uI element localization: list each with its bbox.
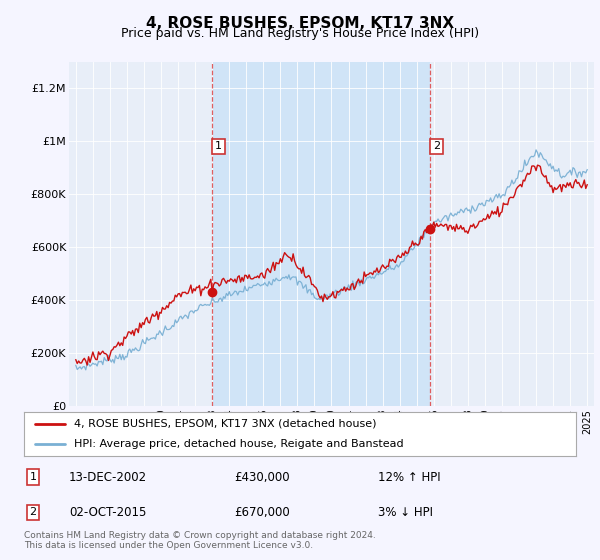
Text: 4, ROSE BUSHES, EPSOM, KT17 3NX: 4, ROSE BUSHES, EPSOM, KT17 3NX xyxy=(146,16,454,31)
Text: 4, ROSE BUSHES, EPSOM, KT17 3NX (detached house): 4, ROSE BUSHES, EPSOM, KT17 3NX (detache… xyxy=(74,419,376,429)
Text: 02-OCT-2015: 02-OCT-2015 xyxy=(69,506,146,519)
Text: 1: 1 xyxy=(215,141,222,151)
Bar xyxy=(212,62,430,406)
Text: HPI: Average price, detached house, Reigate and Banstead: HPI: Average price, detached house, Reig… xyxy=(74,439,403,449)
Text: Price paid vs. HM Land Registry's House Price Index (HPI): Price paid vs. HM Land Registry's House … xyxy=(121,27,479,40)
Text: £670,000: £670,000 xyxy=(234,506,290,519)
Text: 13-DEC-2002: 13-DEC-2002 xyxy=(69,470,147,484)
Text: 12% ↑ HPI: 12% ↑ HPI xyxy=(378,470,440,484)
Text: 2: 2 xyxy=(433,141,440,151)
Text: 3% ↓ HPI: 3% ↓ HPI xyxy=(378,506,433,519)
Text: 1: 1 xyxy=(29,472,37,482)
Text: £430,000: £430,000 xyxy=(234,470,290,484)
Text: 2: 2 xyxy=(29,507,37,517)
Text: Contains HM Land Registry data © Crown copyright and database right 2024.
This d: Contains HM Land Registry data © Crown c… xyxy=(24,531,376,550)
